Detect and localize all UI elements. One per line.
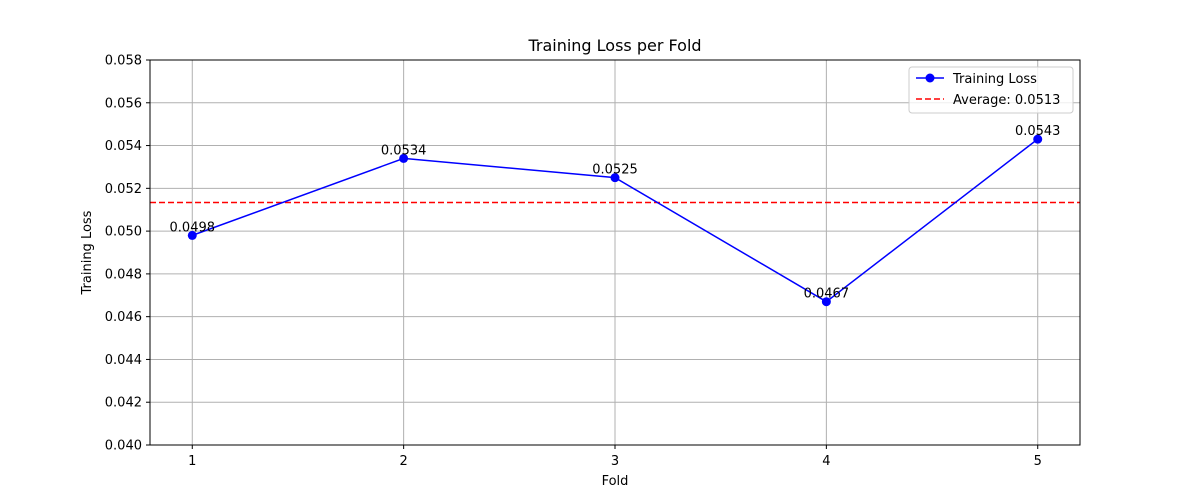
y-tick-label: 0.056	[105, 96, 142, 111]
data-label: 0.0534	[381, 143, 427, 158]
x-tick-label: 5	[1034, 454, 1042, 469]
y-tick-label: 0.052	[105, 182, 142, 197]
data-point	[610, 173, 620, 183]
data-point	[187, 230, 197, 240]
y-tick-label: 0.042	[105, 396, 142, 411]
y-tick-label: 0.048	[105, 267, 142, 282]
data-label: 0.0525	[592, 163, 638, 178]
data-label: 0.0543	[1015, 124, 1061, 139]
chart-title: Training Loss per Fold	[527, 36, 701, 55]
series-layer	[187, 134, 1043, 307]
x-axis-label: Fold	[602, 474, 629, 489]
y-tick-label: 0.046	[105, 310, 142, 325]
data-label: 0.0467	[804, 287, 850, 302]
data-point	[399, 153, 409, 163]
x-tick-label: 2	[399, 454, 407, 469]
y-tick-label: 0.050	[105, 225, 142, 240]
x-axis-ticks: 1 2 3 4 5	[188, 445, 1042, 469]
legend-box	[908, 66, 1074, 114]
grid	[150, 59, 1080, 446]
data-point	[821, 297, 831, 307]
legend-label-training-loss: Training Loss	[952, 72, 1037, 87]
y-tick-label: 0.044	[105, 353, 142, 368]
x-tick-label: 1	[188, 454, 196, 469]
legend-marker-training-loss	[925, 73, 935, 83]
data-labels: 0.0498 0.0534 0.0525 0.0467 0.0543	[170, 124, 1061, 302]
data-point	[1033, 134, 1043, 144]
y-tick-label: 0.058	[105, 54, 142, 69]
y-axis-label: Training Loss	[80, 210, 95, 295]
legend: Training Loss Average: 0.0513	[908, 66, 1074, 114]
y-tick-label: 0.040	[105, 439, 142, 454]
y-axis-ticks: 0.040 0.042 0.044 0.046 0.048 0.050 0.052 0.054…	[105, 54, 150, 454]
x-tick-label: 3	[611, 454, 619, 469]
legend-label-average: Average: 0.0513	[953, 93, 1060, 108]
x-tick-label: 4	[822, 454, 830, 469]
y-tick-label: 0.054	[105, 139, 142, 154]
data-label: 0.0498	[170, 220, 216, 235]
